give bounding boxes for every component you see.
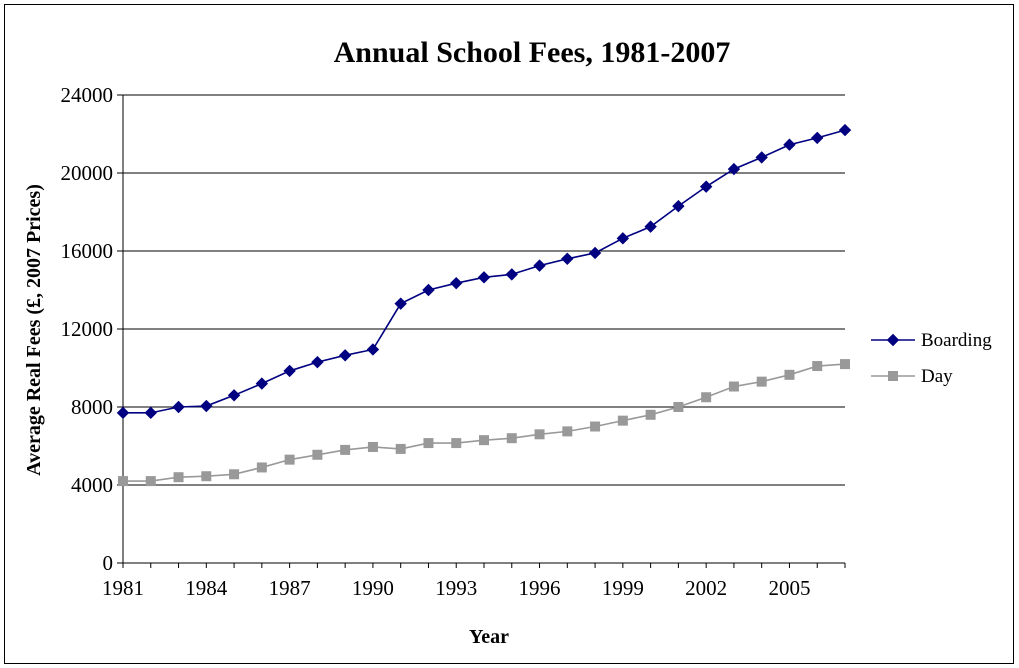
x-tick-label: 1996: [519, 576, 561, 600]
data-point-day: [284, 454, 295, 465]
legend-item-boarding: Boarding: [871, 330, 992, 351]
y-tick-label: 4000: [71, 473, 113, 497]
data-point-day: [562, 426, 573, 437]
y-tick-labels: 0 4000 8000 12000 16000 20000 24000: [61, 83, 114, 575]
data-point-boarding: [311, 355, 324, 369]
data-point-day: [229, 469, 240, 480]
data-point-day: [840, 359, 850, 370]
data-point-day: [312, 449, 323, 460]
data-point-boarding: [672, 199, 685, 213]
data-point-day: [256, 462, 267, 473]
data-point-boarding: [838, 123, 852, 137]
y-tick-label: 24000: [61, 83, 114, 107]
legend-marker-boarding: [886, 333, 900, 347]
series-boarding: [116, 123, 852, 420]
data-point-day: [728, 381, 739, 392]
legend: Boarding Day: [871, 330, 992, 387]
data-point-boarding: [533, 259, 546, 272]
gridlines: [123, 94, 845, 486]
chart-frame: Annual School Fees, 1981-2007 0 4000 8000 1…: [4, 4, 1014, 664]
data-point-boarding: [505, 268, 518, 281]
x-tick-label: 2005: [768, 576, 810, 600]
legend-label: Day: [921, 366, 953, 387]
legend-marker-day: [888, 371, 898, 381]
data-point-day: [367, 441, 378, 452]
chart-svg: Annual School Fees, 1981-2007 0 4000 8000 1…: [23, 36, 992, 648]
data-point-boarding: [283, 364, 296, 378]
data-point-day: [756, 376, 767, 387]
y-tick-label: 0: [103, 551, 114, 575]
y-tick-label: 12000: [61, 317, 114, 341]
data-point-day: [423, 438, 434, 449]
data-point-day: [645, 409, 656, 420]
data-point-boarding: [366, 343, 380, 356]
data-point-boarding: [450, 276, 463, 290]
series-layer: [116, 123, 852, 487]
data-point-day: [506, 433, 517, 444]
data-point-boarding: [727, 162, 741, 176]
data-point-day: [395, 443, 406, 454]
data-point-boarding: [227, 389, 241, 402]
data-point-boarding: [200, 399, 213, 413]
y-axis-title: Average Real Fees (£, 2007 Prices): [23, 184, 45, 476]
data-point-boarding: [811, 131, 824, 145]
data-point-boarding: [588, 246, 602, 260]
y-tick-label: 8000: [71, 395, 113, 419]
data-point-day: [673, 402, 684, 412]
data-point-day: [479, 435, 489, 446]
x-tick-label: 1984: [185, 576, 228, 600]
data-point-day: [118, 476, 128, 487]
series-day: [118, 359, 850, 487]
data-point-boarding: [338, 349, 352, 362]
data-point-boarding: [422, 283, 435, 297]
data-point-boarding: [644, 220, 657, 233]
data-point-day: [173, 472, 184, 483]
data-point-day: [701, 392, 712, 403]
x-tick-labels: 1981 1984 1987 1990 1993 1996 1999 2002 2005: [102, 576, 810, 600]
data-point-day: [340, 444, 351, 455]
legend-label: Boarding: [921, 330, 992, 351]
data-point-day: [590, 421, 601, 432]
data-point-day: [451, 438, 462, 449]
data-point-day: [784, 369, 795, 380]
y-tick-label: 20000: [61, 161, 114, 185]
data-point-boarding: [561, 252, 574, 266]
data-point-boarding: [255, 377, 269, 390]
data-point-boarding: [144, 406, 157, 420]
x-tick-label: 1999: [602, 576, 644, 600]
x-tick-label: 1987: [269, 576, 311, 600]
x-tick-label: 2002: [685, 576, 727, 600]
data-point-boarding: [755, 151, 768, 164]
data-point-day: [201, 471, 212, 482]
data-point-boarding: [394, 297, 407, 310]
data-point-day: [534, 429, 545, 440]
legend-item-day: Day: [871, 366, 953, 387]
data-point-boarding: [783, 138, 796, 151]
data-point-boarding: [699, 180, 713, 193]
data-point-day: [145, 476, 156, 487]
data-point-boarding: [116, 406, 130, 420]
chart-title: Annual School Fees, 1981-2007: [334, 36, 731, 69]
data-point-boarding: [477, 271, 491, 284]
x-axis-title: Year: [469, 626, 509, 648]
data-point-boarding: [616, 232, 630, 245]
x-tick-label: 1990: [352, 576, 394, 600]
x-tick-label: 1993: [435, 576, 477, 600]
x-tick-label: 1981: [102, 576, 144, 600]
data-point-boarding: [172, 400, 185, 414]
data-point-day: [812, 361, 823, 372]
y-tick-label: 16000: [61, 239, 114, 263]
data-point-day: [617, 415, 628, 426]
